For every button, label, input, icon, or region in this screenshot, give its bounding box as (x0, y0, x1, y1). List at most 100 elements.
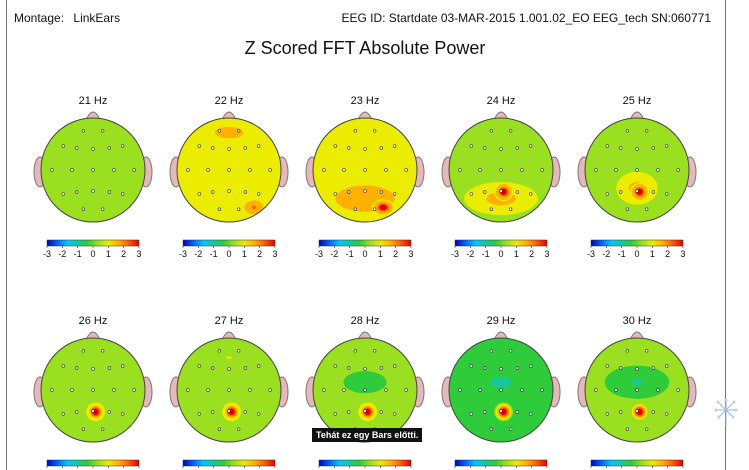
colorbar-tick-label: 0 (90, 249, 95, 259)
electrode-dot (458, 388, 462, 392)
head-outline (176, 117, 282, 223)
electrode-dot (61, 412, 65, 416)
electrode-dot (243, 190, 248, 194)
hotspot-ring (226, 356, 232, 360)
electrode-dot (664, 412, 669, 416)
electrode-dot (243, 366, 248, 370)
eeg-id-header: EEG ID: Startdate 03-MAR-2015 1.001.02_E… (341, 11, 711, 25)
hotspot-layer (612, 168, 662, 208)
electrode-dot (91, 147, 95, 151)
colorbar-tick-label: 1 (106, 249, 111, 259)
electrode-dot (489, 427, 494, 431)
colorbar-tick-label: -3 (179, 249, 187, 259)
electrode-dot (81, 427, 86, 431)
hotspot-ring (381, 206, 386, 209)
electrode-dot (605, 412, 609, 416)
hotspot-layer (332, 365, 398, 422)
colorbar (590, 239, 684, 247)
electrode-dot (515, 366, 519, 370)
colorbar (182, 239, 276, 247)
map-frequency-label: 27 Hz (215, 315, 244, 327)
colorbar (590, 459, 684, 467)
electrode-dot (227, 388, 231, 392)
electrode-dot (651, 190, 655, 194)
electrode-dot (322, 388, 326, 392)
electrode-dot (478, 168, 482, 172)
electrode-dot (107, 190, 112, 194)
electrode-dot (644, 129, 649, 133)
map-frequency-label: 26 Hz (79, 315, 108, 327)
colorbar (318, 239, 412, 247)
scalp-map-23-hz: 23 Hz -3 -2 -1 0 1 2 3 (305, 95, 425, 259)
electrode-dot (393, 144, 397, 148)
electrode-dot (625, 207, 630, 211)
electrode-dot (112, 388, 116, 392)
electrode-dot (372, 129, 377, 133)
electrode-dot (211, 410, 215, 414)
colorbar-tick-label: 3 (680, 249, 685, 259)
hotspot-layer (212, 349, 246, 422)
hotspot-ring (502, 410, 506, 414)
colorbar-tick-label: -3 (43, 249, 51, 259)
electrode-dot (107, 146, 112, 150)
electrode-dot (197, 364, 202, 368)
electrode-dot (644, 207, 649, 211)
electrode-dot (478, 388, 482, 392)
electrode-dot (61, 192, 65, 196)
electrode-dot (379, 190, 383, 194)
colorbar-tick-label: 3 (272, 249, 277, 259)
electrode-dot (120, 412, 125, 416)
hotspot-ring (359, 379, 371, 386)
electrode-dot (404, 388, 408, 392)
electrode-dot (243, 410, 248, 414)
colorbar-tick-label: -2 (602, 249, 610, 259)
map-frequency-label: 25 Hz (623, 95, 652, 107)
scalp-map-24-hz: 24 Hz -3 -2 -1 0 1 2 3 (441, 95, 561, 259)
colorbar-tick-label: -1 (482, 249, 490, 259)
colorbar-tick-label: 1 (378, 249, 383, 259)
electrode-dot (372, 349, 377, 353)
colorbar-tick-label: 0 (634, 249, 639, 259)
electrode-dot (625, 349, 630, 353)
electrode-dot (211, 190, 215, 194)
dandelion-logo-icon (714, 398, 738, 426)
electrode-dot (363, 409, 367, 413)
electrode-dot (81, 207, 86, 211)
scalp-map-21-hz: 21 Hz -3 -2 -1 0 1 2 3 (33, 95, 153, 259)
electrode-dot (50, 168, 54, 172)
electrode-dot (217, 207, 222, 211)
colorbar-tick-label: 2 (257, 249, 262, 259)
report-frame (6, 0, 726, 470)
electrode-dot (483, 410, 487, 414)
electrode-dot (489, 207, 494, 211)
electrode-dot (91, 189, 95, 193)
hotspot-ring (502, 190, 506, 194)
electrode-dot (605, 144, 609, 148)
electrode-dot (120, 144, 125, 148)
map-frequency-label: 28 Hz (351, 315, 380, 327)
map-frequency-label: 23 Hz (351, 95, 380, 107)
hotspot-ring (94, 410, 98, 414)
colorbar-tick-label: 3 (544, 249, 549, 259)
map-frequency-label: 22 Hz (215, 95, 244, 107)
electrode-dot (483, 146, 487, 150)
electrode-dot (248, 388, 252, 392)
head-outline (584, 117, 690, 223)
colorbar (46, 239, 140, 247)
electrode-dot (469, 192, 473, 196)
electrode-dot (61, 144, 65, 148)
electrode-dot (379, 146, 383, 150)
electrode-dot (618, 146, 623, 150)
electrode-dot (508, 349, 513, 353)
electrode-dot (217, 349, 222, 353)
hotspot-ring (631, 379, 643, 386)
electrode-dot (353, 207, 358, 211)
electrode-dot (100, 129, 105, 133)
electrode-dot (635, 147, 639, 151)
electrode-dot (91, 367, 95, 371)
